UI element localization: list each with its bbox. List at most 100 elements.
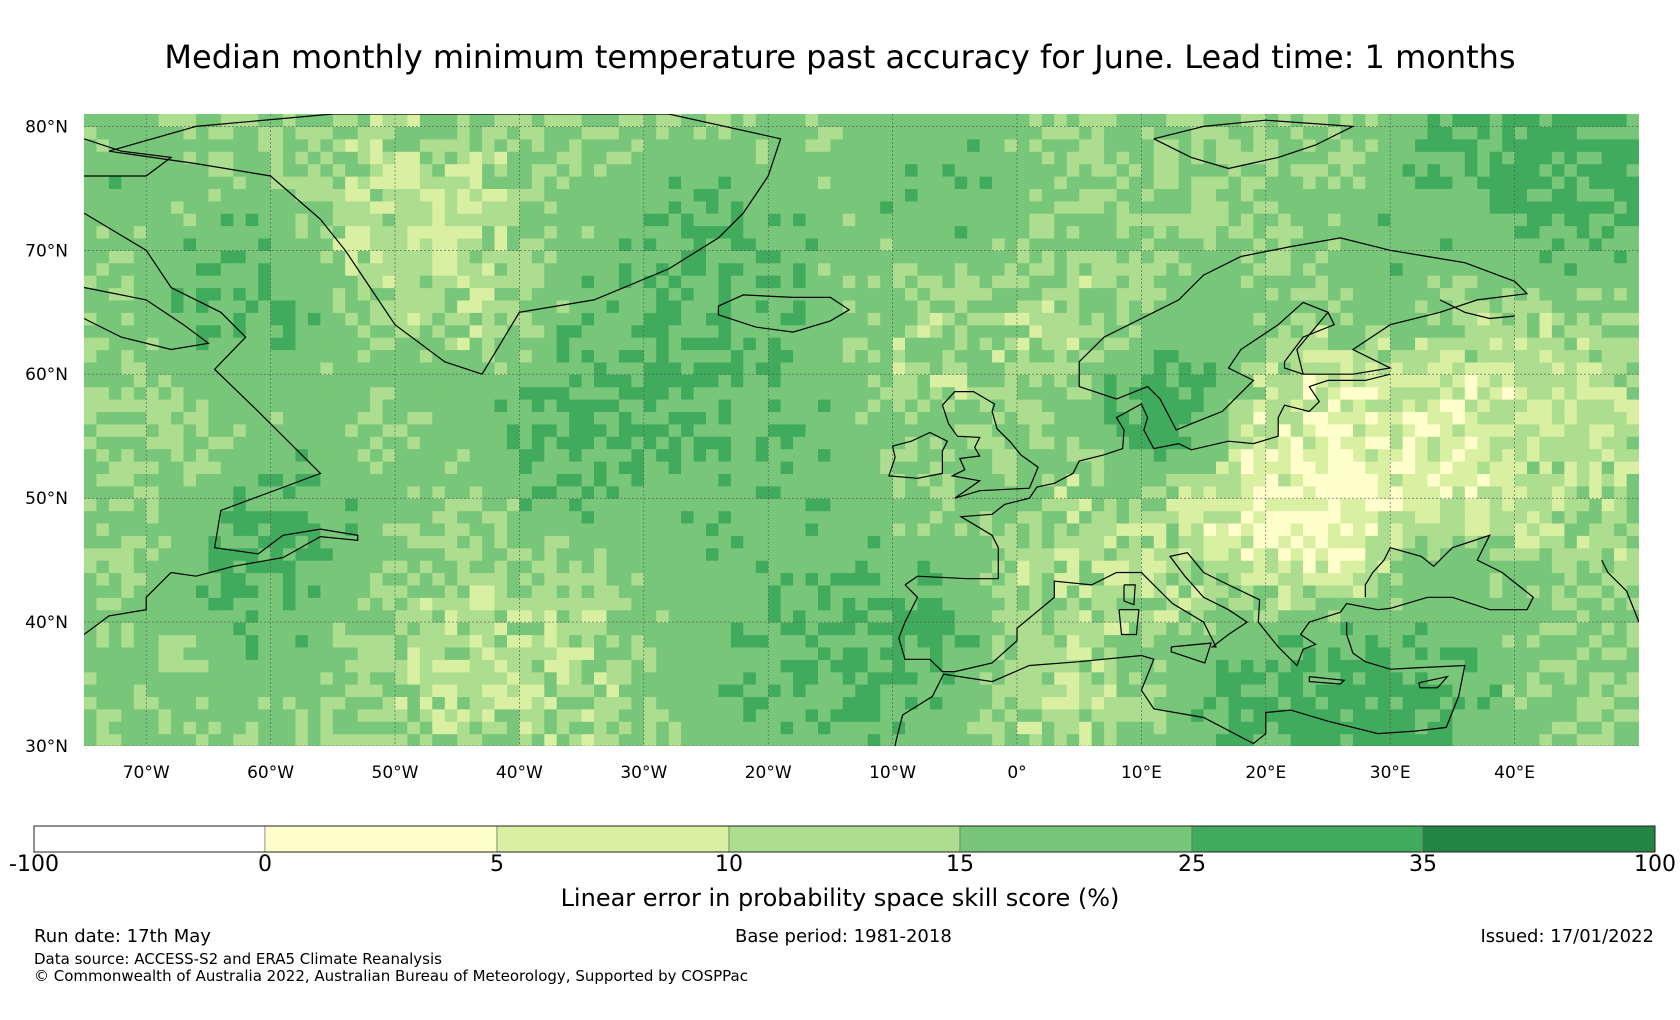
grid-cell [718,176,732,189]
grid-cell [556,324,570,338]
grid-cell [656,696,670,710]
grid-cell [507,622,520,636]
grid-cell [407,461,421,474]
grid-cell [718,634,732,648]
grid-cell [917,349,931,363]
grid-cell [320,262,334,276]
grid-cell [1017,708,1030,722]
grid-cell [1278,659,1292,673]
grid-cell [307,275,321,289]
grid-cell [519,250,533,264]
grid-cell [855,138,869,152]
grid-cell [1278,461,1292,474]
grid-cell [345,324,359,338]
grid-cell [793,547,807,561]
grid-cell [718,250,732,264]
grid-cell [121,200,135,214]
grid-cell [556,733,570,746]
grid-cell [469,634,483,648]
grid-cell [507,597,520,611]
grid-cell [233,188,247,202]
grid-cell [1104,609,1118,623]
grid-cell [183,411,197,425]
grid-cell [668,324,682,338]
grid-cell [905,622,918,636]
grid-cell [1240,708,1254,722]
grid-cell [233,622,247,636]
grid-cell [793,188,807,202]
grid-cell [867,237,881,251]
grid-cell [755,436,769,450]
grid-cell [1017,411,1030,425]
grid-cell [270,337,284,351]
grid-cell [606,262,620,276]
grid-cell [1029,733,1043,746]
grid-cell [1141,547,1155,561]
grid-cell [320,696,334,710]
grid-cell [469,498,483,512]
grid-cell [295,138,309,152]
grid-cell [283,250,296,264]
grid-cell [1153,374,1167,388]
grid-cell [1166,721,1180,735]
grid-cell [706,225,719,239]
grid-cell [307,114,321,127]
grid-cell [258,597,272,611]
grid-cell [631,522,645,536]
grid-cell [606,572,620,586]
grid-cell [929,361,943,375]
grid-cell [158,225,172,239]
grid-cell [718,138,732,152]
grid-cell [158,200,172,214]
grid-cell [84,498,97,512]
grid-cell [681,349,695,363]
grid-cell [1265,138,1279,152]
grid-cell [1141,522,1155,536]
grid-cell [793,299,807,313]
grid-cell [992,163,1006,177]
grid-cell [357,337,371,351]
grid-cell [482,609,496,623]
grid-cell [357,684,371,697]
grid-cell [730,250,744,264]
grid-cell [855,188,869,202]
grid-cell [544,423,558,437]
grid-cell [1054,126,1068,140]
grid-cell [482,213,496,227]
grid-cell [706,436,719,450]
grid-cell [370,213,384,227]
grid-cell [618,584,632,598]
grid-cell [842,522,856,536]
grid-cell [1166,733,1180,746]
grid-cell [556,535,570,549]
grid-cell [743,349,757,363]
grid-cell [693,299,707,313]
grid-cell [482,337,496,351]
grid-cell [618,498,632,512]
grid-cell [569,275,583,289]
grid-cell [146,535,160,549]
grid-cell [544,324,558,338]
grid-cell [407,634,421,648]
grid-cell [432,721,446,735]
grid-cell [544,361,558,375]
grid-cell [805,696,819,710]
grid-cell [618,485,632,499]
grid-cell [1265,622,1279,636]
grid-cell [494,299,508,313]
grid-cell [1191,225,1205,239]
grid-cell [146,374,160,388]
grid-cell [531,597,545,611]
grid-cell [1091,299,1105,313]
grid-cell [706,473,719,487]
grid-cell [370,237,384,251]
grid-cell [258,572,272,586]
grid-cell [793,448,807,462]
grid-cell [656,213,670,227]
grid-cell [233,225,247,239]
grid-cell [220,138,234,152]
grid-cell [842,436,856,450]
grid-cell [283,721,296,735]
grid-cell [1004,547,1018,561]
grid-cell [171,597,185,611]
